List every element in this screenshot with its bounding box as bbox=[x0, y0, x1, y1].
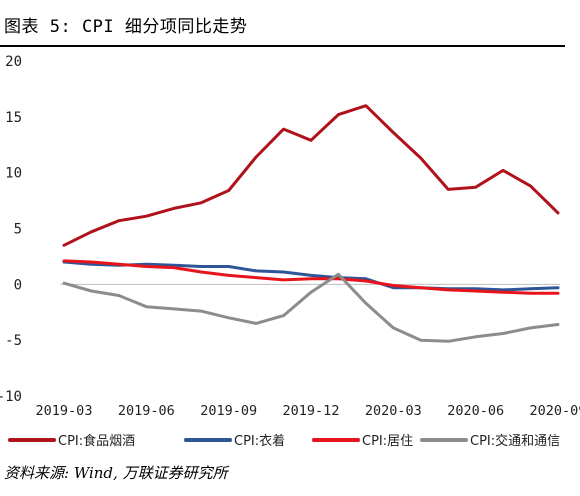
data-point bbox=[474, 288, 477, 290]
data-point bbox=[63, 244, 65, 247]
source-note: 资料来源: Wind, 万联证券研究所 bbox=[4, 464, 228, 482]
data-point bbox=[474, 336, 477, 338]
data-point bbox=[474, 186, 477, 188]
data-point bbox=[282, 271, 285, 273]
y-tick-label: 5 bbox=[14, 222, 22, 238]
data-point bbox=[392, 131, 395, 134]
data-point bbox=[502, 289, 504, 291]
title-divider bbox=[0, 45, 565, 47]
data-point bbox=[447, 188, 450, 191]
data-point bbox=[145, 215, 148, 218]
data-point bbox=[63, 282, 65, 285]
data-point bbox=[90, 261, 93, 263]
data-point bbox=[529, 292, 532, 295]
data-point bbox=[310, 274, 312, 277]
data-point bbox=[255, 270, 257, 272]
data-point bbox=[419, 286, 422, 289]
data-point bbox=[529, 288, 532, 290]
data-point bbox=[63, 260, 65, 262]
x-tick-label: 2020-09 bbox=[530, 403, 580, 419]
x-tick-label: 2019-03 bbox=[36, 403, 93, 419]
data-point bbox=[337, 277, 340, 280]
data-point bbox=[474, 290, 477, 292]
data-point bbox=[392, 284, 395, 287]
data-point bbox=[200, 265, 203, 268]
data-point bbox=[282, 279, 285, 281]
data-point bbox=[227, 189, 230, 192]
series-line-0 bbox=[62, 104, 560, 247]
data-point bbox=[172, 207, 175, 210]
data-point bbox=[255, 156, 257, 158]
data-point bbox=[90, 231, 93, 233]
legend-label: CPI:食品烟酒 bbox=[58, 433, 135, 449]
y-tick-label: -5 bbox=[5, 333, 22, 349]
data-point bbox=[90, 263, 93, 266]
data-point bbox=[118, 219, 120, 222]
data-point bbox=[172, 264, 175, 267]
data-point bbox=[118, 263, 120, 266]
x-tick-label: 2019-12 bbox=[283, 403, 340, 419]
data-point bbox=[282, 128, 285, 130]
figure-header: 图表 5: CPI 细分项同比走势 bbox=[0, 0, 580, 47]
data-point bbox=[557, 323, 559, 326]
data-point bbox=[502, 169, 504, 172]
data-point bbox=[502, 332, 504, 335]
data-point bbox=[529, 327, 532, 329]
data-point bbox=[557, 292, 559, 295]
data-point bbox=[310, 139, 312, 142]
data-point bbox=[227, 274, 230, 277]
data-point bbox=[282, 314, 285, 317]
series-lines bbox=[62, 104, 560, 343]
data-point bbox=[392, 327, 395, 329]
data-point bbox=[447, 340, 450, 343]
data-point bbox=[172, 266, 175, 269]
data-point bbox=[172, 308, 175, 310]
y-tick-label: 0 bbox=[14, 277, 22, 293]
data-point bbox=[365, 302, 367, 305]
data-point bbox=[447, 289, 450, 291]
x-tick-label: 2019-09 bbox=[200, 403, 257, 419]
data-point bbox=[337, 273, 340, 276]
x-axis: 2019-03 2019-06 2019-09 2019-12 2020-03 2020-… bbox=[36, 283, 580, 419]
data-point bbox=[529, 185, 532, 187]
data-point bbox=[310, 291, 312, 293]
data-point bbox=[255, 276, 257, 279]
data-point bbox=[419, 157, 422, 159]
y-tick-label: 10 bbox=[5, 166, 22, 182]
data-point bbox=[227, 265, 230, 268]
x-tick-label: 2020-06 bbox=[447, 403, 504, 419]
data-point bbox=[200, 310, 203, 312]
data-point bbox=[557, 286, 559, 289]
legend: CPI:食品烟酒 CPI:衣着 CPI:居住 CPI:交通和通信 bbox=[8, 433, 560, 449]
legend-label: CPI:衣着 bbox=[234, 433, 285, 449]
y-tick-label: -10 bbox=[0, 389, 22, 405]
data-point bbox=[145, 263, 148, 266]
y-tick-label: 15 bbox=[5, 110, 22, 126]
legend-label: CPI:居住 bbox=[362, 434, 413, 449]
data-point bbox=[145, 305, 148, 308]
data-point bbox=[419, 339, 422, 341]
legend-label: CPI:交通和通信 bbox=[470, 433, 560, 449]
data-point bbox=[227, 317, 230, 319]
figure-title: 图表 5: CPI 细分项同比走势 bbox=[4, 17, 248, 37]
data-point bbox=[310, 277, 312, 280]
data-point bbox=[392, 286, 395, 289]
y-tick-label: 20 bbox=[5, 54, 22, 70]
x-tick-label: 2019-06 bbox=[118, 403, 175, 419]
data-point bbox=[118, 294, 120, 297]
data-point bbox=[502, 291, 504, 293]
x-tick-label: 2020-03 bbox=[365, 403, 422, 419]
data-point bbox=[200, 271, 203, 273]
data-point bbox=[365, 104, 367, 107]
data-point bbox=[90, 290, 93, 292]
data-point bbox=[557, 212, 559, 214]
data-point bbox=[200, 202, 203, 204]
data-point bbox=[145, 265, 148, 268]
data-point bbox=[255, 322, 257, 325]
data-point bbox=[365, 280, 367, 282]
data-point bbox=[365, 277, 367, 280]
y-axis: 20 15 10 5 0 -5 -10 bbox=[0, 54, 22, 405]
data-point bbox=[337, 113, 340, 116]
